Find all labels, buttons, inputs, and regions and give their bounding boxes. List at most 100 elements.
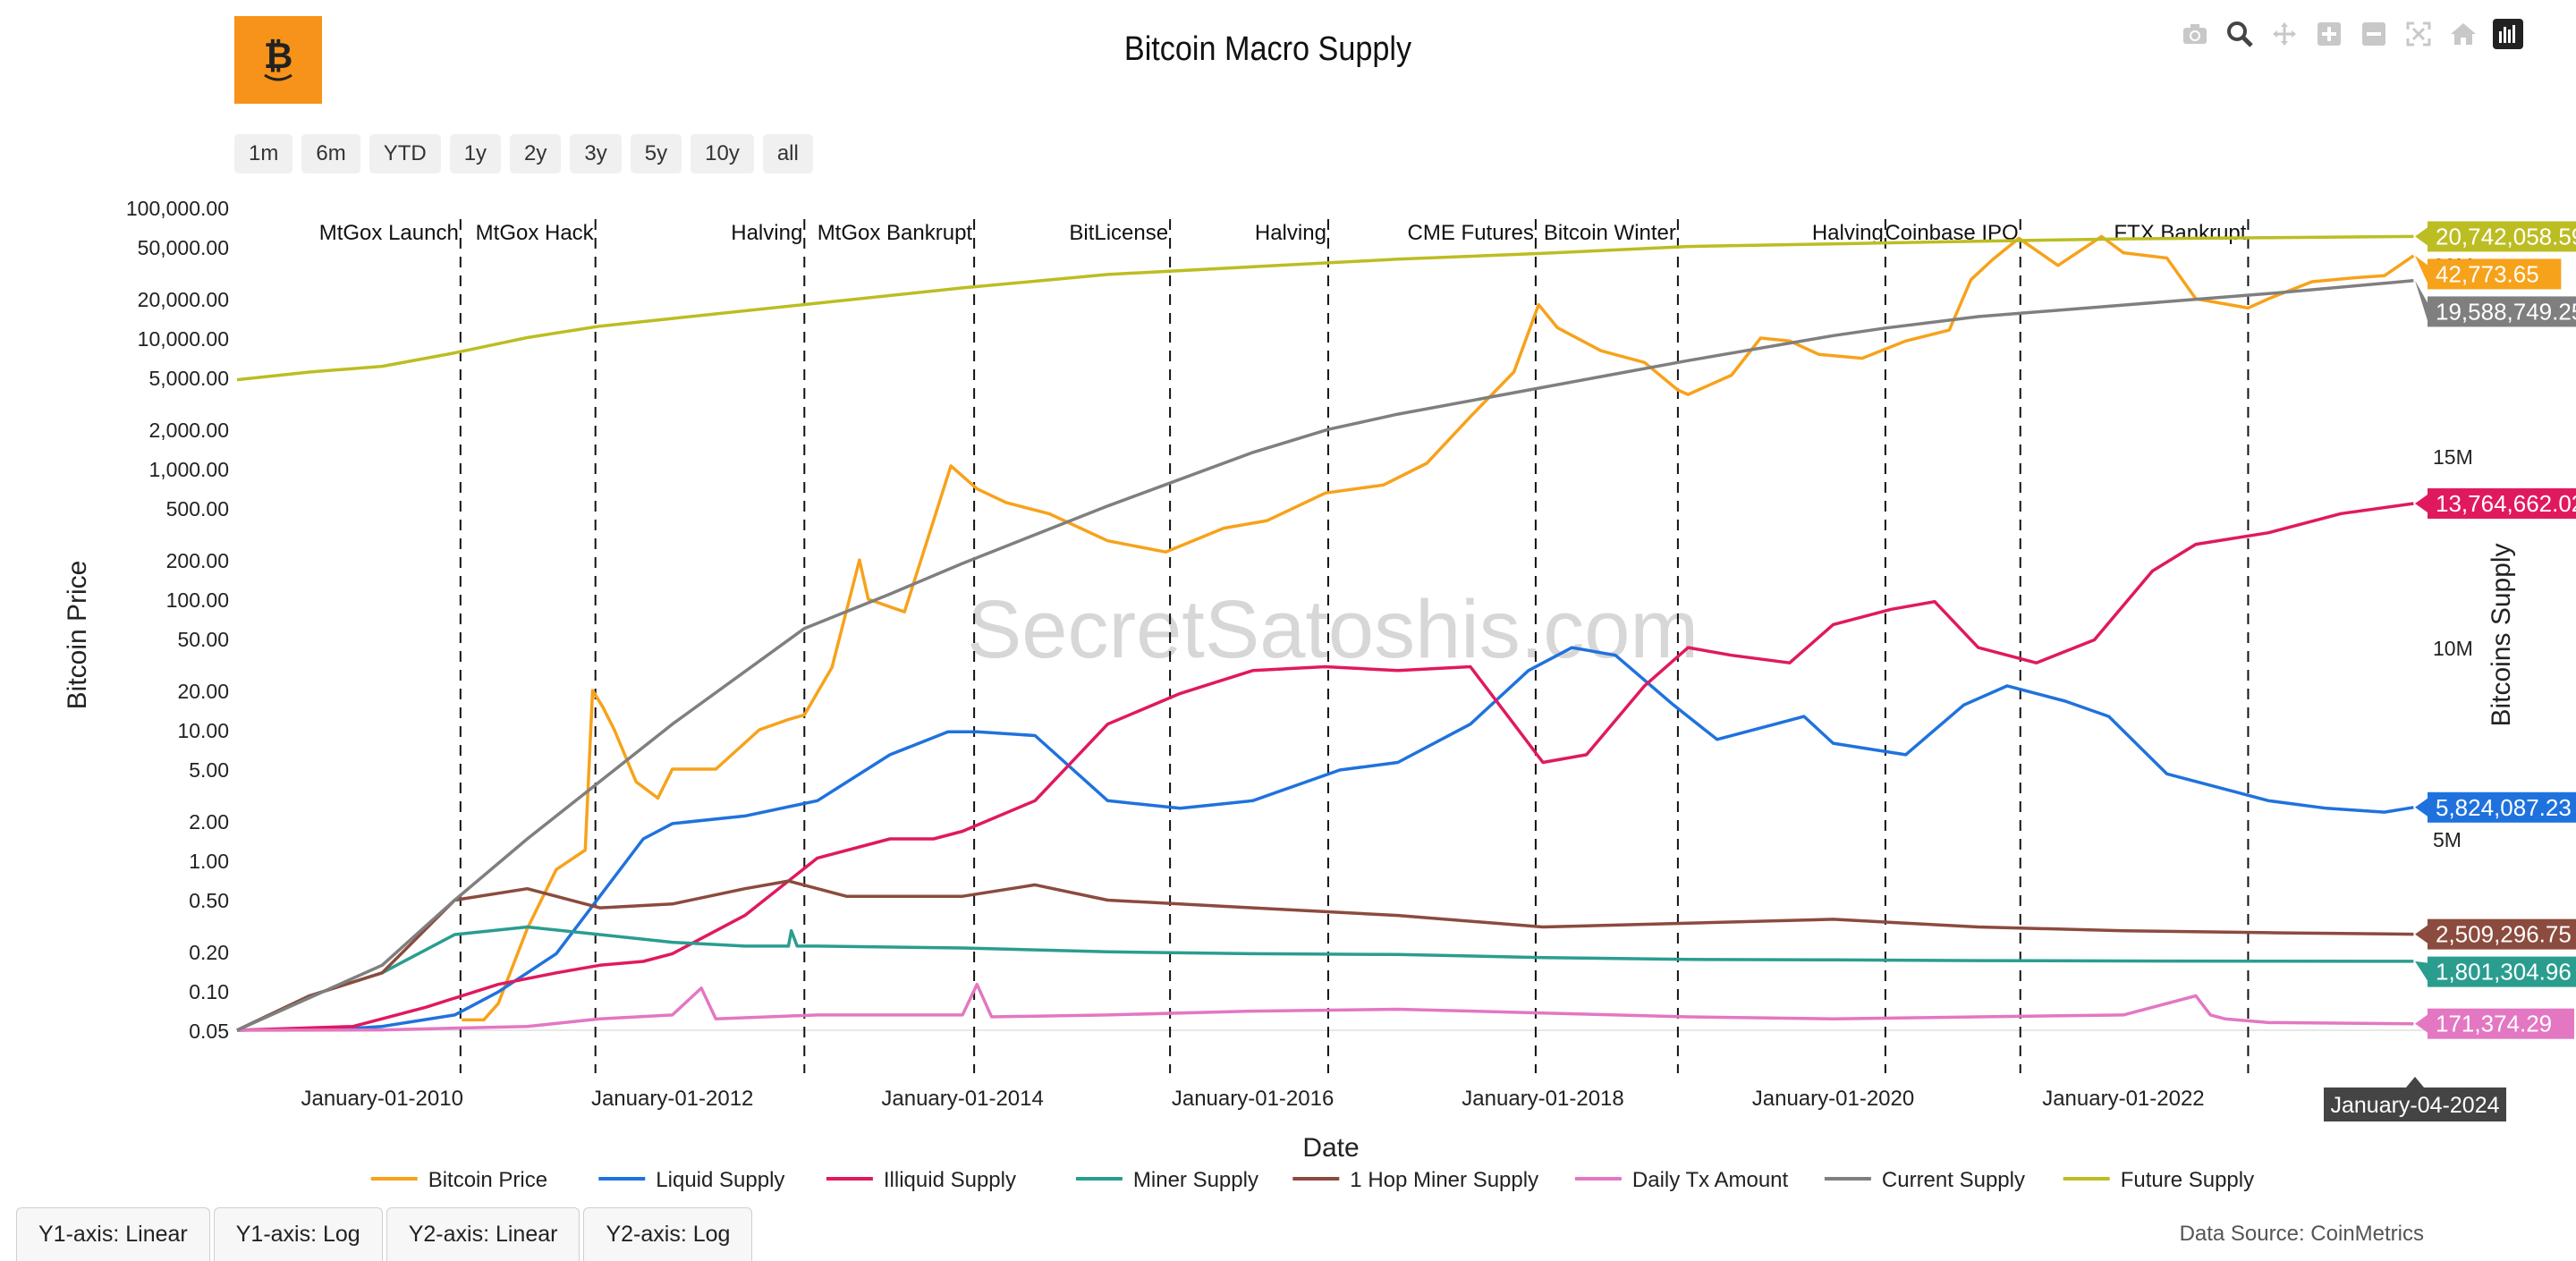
x-tick-label: January-01-2022: [2042, 1087, 2204, 1111]
y-tick-label: 500.00: [166, 497, 229, 520]
legend: Bitcoin Price Liquid Supply Illiquid Suppl…: [370, 1168, 2254, 1192]
end-label-pointer: [2415, 255, 2428, 284]
y-tick-label: 2.00: [189, 810, 229, 834]
end-value-labels: 20,742,058.59 42,773.65 19,588,749.25 13,76…: [2415, 221, 2576, 1039]
event-label-bitlicense: BitLicense: [1069, 221, 1168, 245]
end-label-box: [2428, 1008, 2574, 1039]
end-label-box: [2428, 488, 2576, 520]
range-button-6m[interactable]: 6m: [301, 134, 360, 173]
tab-y2-log[interactable]: Y2-axis: Log: [583, 1207, 753, 1261]
series-line-1-hop-miner-supply[interactable]: [236, 879, 2414, 1032]
bitcoin-logo: ₿: [234, 16, 322, 104]
y-tick-label: 100,000.00: [126, 197, 229, 220]
end-label-pointer: [2415, 227, 2428, 246]
end-label-pointer: [2415, 1014, 2428, 1033]
series-line-daily-tx-amount[interactable]: [236, 982, 2414, 1032]
end-label-text: 20,742,058.59: [2436, 223, 2576, 250]
y-tick-label: 50.00: [177, 628, 229, 651]
zoom-out-icon[interactable]: [2358, 18, 2390, 50]
end-label-text: 42,773.65: [2436, 260, 2539, 287]
legend-item-future-supply[interactable]: Future Supply: [2063, 1168, 2254, 1192]
x-tick-label: January-01-2012: [591, 1087, 753, 1111]
legend-label: Bitcoin Price: [428, 1168, 547, 1192]
end-label-text: 2,509,296.75: [2436, 921, 2572, 948]
autoscale-icon[interactable]: [2402, 18, 2435, 50]
end-label-illiquid-supply: 13,764,662.02: [2415, 488, 2576, 520]
x-tick-label: January-01-2020: [1752, 1087, 1914, 1111]
y2-tick-label: 15M: [2433, 445, 2473, 469]
zoom-icon[interactable]: [2224, 18, 2256, 50]
end-label-pointer: [2415, 798, 2428, 817]
y-tick-label: 200.00: [166, 549, 229, 572]
legend-item-current-supply[interactable]: Current Supply: [1824, 1168, 2025, 1192]
end-label-box: [2428, 956, 2576, 987]
plotly-logo-icon[interactable]: [2492, 18, 2524, 50]
tab-y2-linear[interactable]: Y2-axis: Linear: [386, 1207, 580, 1261]
legend-item-1-hop-miner-supply[interactable]: 1 Hop Miner Supply: [1292, 1168, 1538, 1192]
series-line-future-supply[interactable]: [236, 234, 2414, 382]
end-label-text: 13,764,662.02: [2436, 490, 2576, 517]
end-label-pointer: [2415, 961, 2428, 981]
bitcoin-logo-icon: ₿: [264, 37, 293, 81]
end-label-miner-supply: 1,801,304.96: [2415, 956, 2576, 987]
end-label-box: [2428, 791, 2576, 823]
range-button-1y[interactable]: 1y: [449, 134, 502, 173]
legend-item-illiquid-supply[interactable]: Illiquid Supply: [826, 1168, 1016, 1192]
range-button-1m[interactable]: 1m: [234, 134, 293, 173]
series-line-illiquid-supply[interactable]: [236, 502, 2414, 1032]
tab-y1-log[interactable]: Y1-axis: Log: [213, 1207, 383, 1261]
end-label-liquid-supply: 5,824,087.23: [2415, 791, 2576, 823]
chart-canvas[interactable]: SecretSatoshis.com MtGox Launch MtGox Hac…: [0, 0, 2576, 1207]
y-axis-title: Bitcoin Price: [63, 561, 92, 710]
x-tick-label: January-01-2018: [1462, 1087, 1623, 1111]
y2-tick-label: 10M: [2433, 637, 2473, 660]
event-label-mtgox-launch: MtGox Launch: [319, 221, 459, 245]
series-lines: [236, 234, 2415, 1032]
y-tick-label: 20.00: [177, 680, 229, 703]
x-axis: January-01-2010 January-01-2012 January-01…: [301, 1087, 2204, 1111]
end-label-bitcoin-price: 42,773.65: [2415, 255, 2562, 290]
legend-item-daily-tx-amount[interactable]: Daily Tx Amount: [1574, 1168, 1789, 1192]
range-button-all[interactable]: all: [762, 134, 813, 173]
event-label-ftx-bankrupt: FTX Bankrupt: [2114, 221, 2246, 245]
legend-item-liquid-supply[interactable]: Liquid Supply: [598, 1168, 784, 1192]
y-tick-label: 5,000.00: [148, 367, 229, 390]
chart-title: Bitcoin Macro Supply: [1123, 30, 1412, 68]
end-label-daily-tx-amount: 171,374.29: [2415, 1008, 2574, 1039]
event-label-mtgox-hack: MtGox Hack: [476, 221, 595, 245]
data-source: Data Source: CoinMetrics: [2179, 1222, 2424, 1246]
series-line-liquid-supply[interactable]: [236, 646, 2414, 1032]
end-label-text: 1,801,304.96: [2436, 959, 2572, 986]
y2-axis-title: Bitcoins Supply: [2487, 543, 2516, 726]
series-line-bitcoin-price[interactable]: [462, 234, 2415, 1022]
legend-item-bitcoin-price[interactable]: Bitcoin Price: [370, 1168, 547, 1192]
svg-text:₿: ₿: [264, 37, 293, 76]
range-button-5y[interactable]: 5y: [630, 134, 682, 173]
camera-icon[interactable]: [2179, 18, 2211, 50]
y-tick-label: 10.00: [177, 719, 229, 742]
legend-label: Illiquid Supply: [884, 1168, 1016, 1192]
range-button-ytd[interactable]: YTD: [369, 134, 441, 173]
range-selector: 1m 6m YTD 1y 2y 3y 5y 10y all: [234, 134, 813, 173]
legend-label: Future Supply: [2121, 1168, 2254, 1192]
axis-scale-tabs: Y1-axis: Linear Y1-axis: Log Y2-axis: Li…: [16, 1207, 753, 1261]
range-button-3y[interactable]: 3y: [570, 134, 622, 173]
legend-item-miner-supply[interactable]: Miner Supply: [1075, 1168, 1258, 1192]
x-tick-label: January-01-2014: [881, 1087, 1043, 1111]
legend-label: Daily Tx Amount: [1632, 1168, 1789, 1192]
tab-y1-linear[interactable]: Y1-axis: Linear: [16, 1207, 210, 1261]
event-label-mtgox-bankrupt: MtGox Bankrupt: [818, 221, 973, 245]
range-button-10y[interactable]: 10y: [691, 134, 754, 173]
end-label-text: 19,588,749.25: [2436, 298, 2576, 325]
reset-icon[interactable]: [2447, 18, 2479, 50]
y-tick-label: 2,000.00: [148, 419, 229, 442]
series-line-current-supply[interactable]: [236, 279, 2414, 1032]
x-axis-title: Date: [1302, 1133, 1359, 1163]
end-label-future-supply: 20,742,058.59: [2415, 221, 2576, 252]
end-label-current-supply: 19,588,749.25: [2415, 280, 2576, 327]
legend-label: Miner Supply: [1133, 1168, 1258, 1192]
pan-icon[interactable]: [2268, 18, 2301, 50]
range-button-2y[interactable]: 2y: [510, 134, 562, 173]
series-line-miner-supply[interactable]: [236, 925, 2414, 1032]
zoom-in-icon[interactable]: [2313, 18, 2345, 50]
